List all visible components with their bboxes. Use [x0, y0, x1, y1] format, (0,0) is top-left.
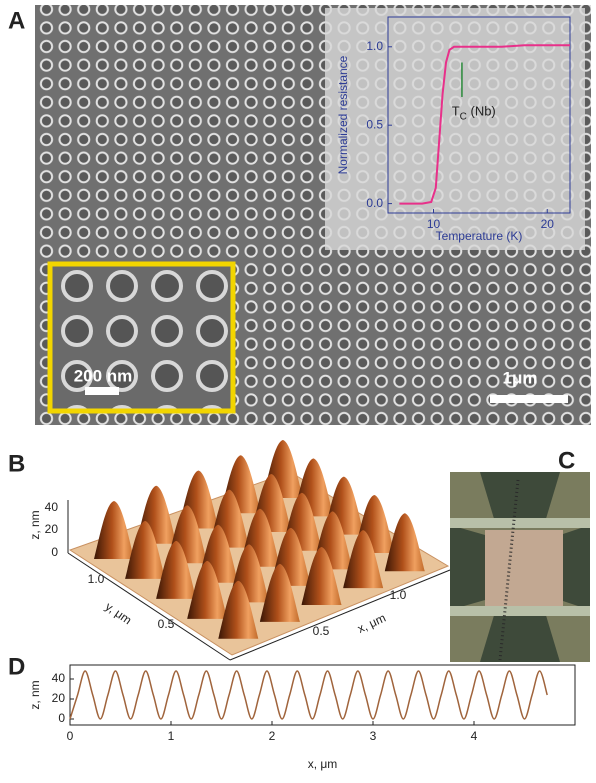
x-axis-label: x, μm — [308, 757, 338, 771]
afm-peak — [94, 500, 135, 559]
x-tick-label: 0.5 — [313, 624, 330, 638]
data-line — [399, 44, 570, 205]
x-axis-label: Temperature (K) — [436, 229, 523, 243]
x-tick-label: 4 — [471, 729, 478, 743]
x-tick-label: 2 — [269, 729, 276, 743]
x-tick-label: 1 — [168, 729, 175, 743]
afm-peak — [301, 547, 342, 606]
afm-peak — [156, 540, 197, 599]
z-tick-label: 20 — [45, 522, 59, 536]
x-tick-label: 1.0 — [390, 588, 407, 602]
y-tick-label: 0.5 — [366, 117, 383, 131]
scale-bar — [490, 395, 568, 403]
afm-image — [68, 439, 450, 656]
x-tick-label: 20 — [541, 217, 555, 231]
zoom-inset — [47, 261, 236, 414]
tc-symbol: T — [452, 104, 460, 119]
z-tick-label: 40 — [45, 500, 59, 514]
y-tick-label: 0 — [58, 711, 65, 725]
panel-label: D — [8, 653, 25, 680]
y-tick-label: 0.5 — [158, 617, 175, 631]
y-axis-label: z, nm — [28, 680, 42, 709]
y-axis-label: Normalized resistance — [336, 55, 350, 174]
z-tick-label: 0 — [51, 545, 58, 559]
y-tick-label: 0.0 — [366, 196, 383, 210]
scale-label: 200 nm — [74, 366, 133, 385]
inset-background — [325, 8, 585, 250]
afm-peak — [259, 563, 300, 622]
afm-peak — [384, 513, 425, 572]
x-tick-label: 10 — [427, 217, 441, 231]
y-axis-label: y, μm — [103, 599, 135, 627]
plot-frame — [69, 664, 576, 726]
panel-label: C — [558, 447, 575, 474]
x-tick-label: 3 — [370, 729, 377, 743]
panel-label: A — [8, 7, 25, 34]
z-axis-label: z, nm — [28, 510, 42, 539]
afm-peak — [343, 530, 384, 589]
x-tick-label: 0 — [67, 729, 74, 743]
scale-label: 1μm — [503, 368, 538, 387]
afm-peak — [218, 580, 259, 639]
device-photo — [450, 472, 590, 662]
y-tick-label: 40 — [52, 671, 66, 685]
scale-bar — [85, 387, 119, 395]
data-line — [69, 670, 548, 720]
y-tick-label: 20 — [52, 691, 66, 705]
afm-peak — [187, 560, 228, 619]
tc-annotation: TC (Nb) — [452, 104, 496, 122]
y-axis — [67, 552, 231, 661]
plot-frame — [387, 16, 571, 214]
y-tick-label: 1.0 — [366, 39, 383, 53]
tc-subscript: C — [460, 111, 467, 122]
x-axis — [229, 569, 451, 661]
afm-peak — [125, 520, 166, 579]
y-tick-label: 1.0 — [88, 572, 105, 586]
tc-element: (Nb) — [467, 104, 496, 119]
panel-label: B — [8, 450, 25, 477]
x-axis-label: x, μm — [355, 611, 388, 636]
